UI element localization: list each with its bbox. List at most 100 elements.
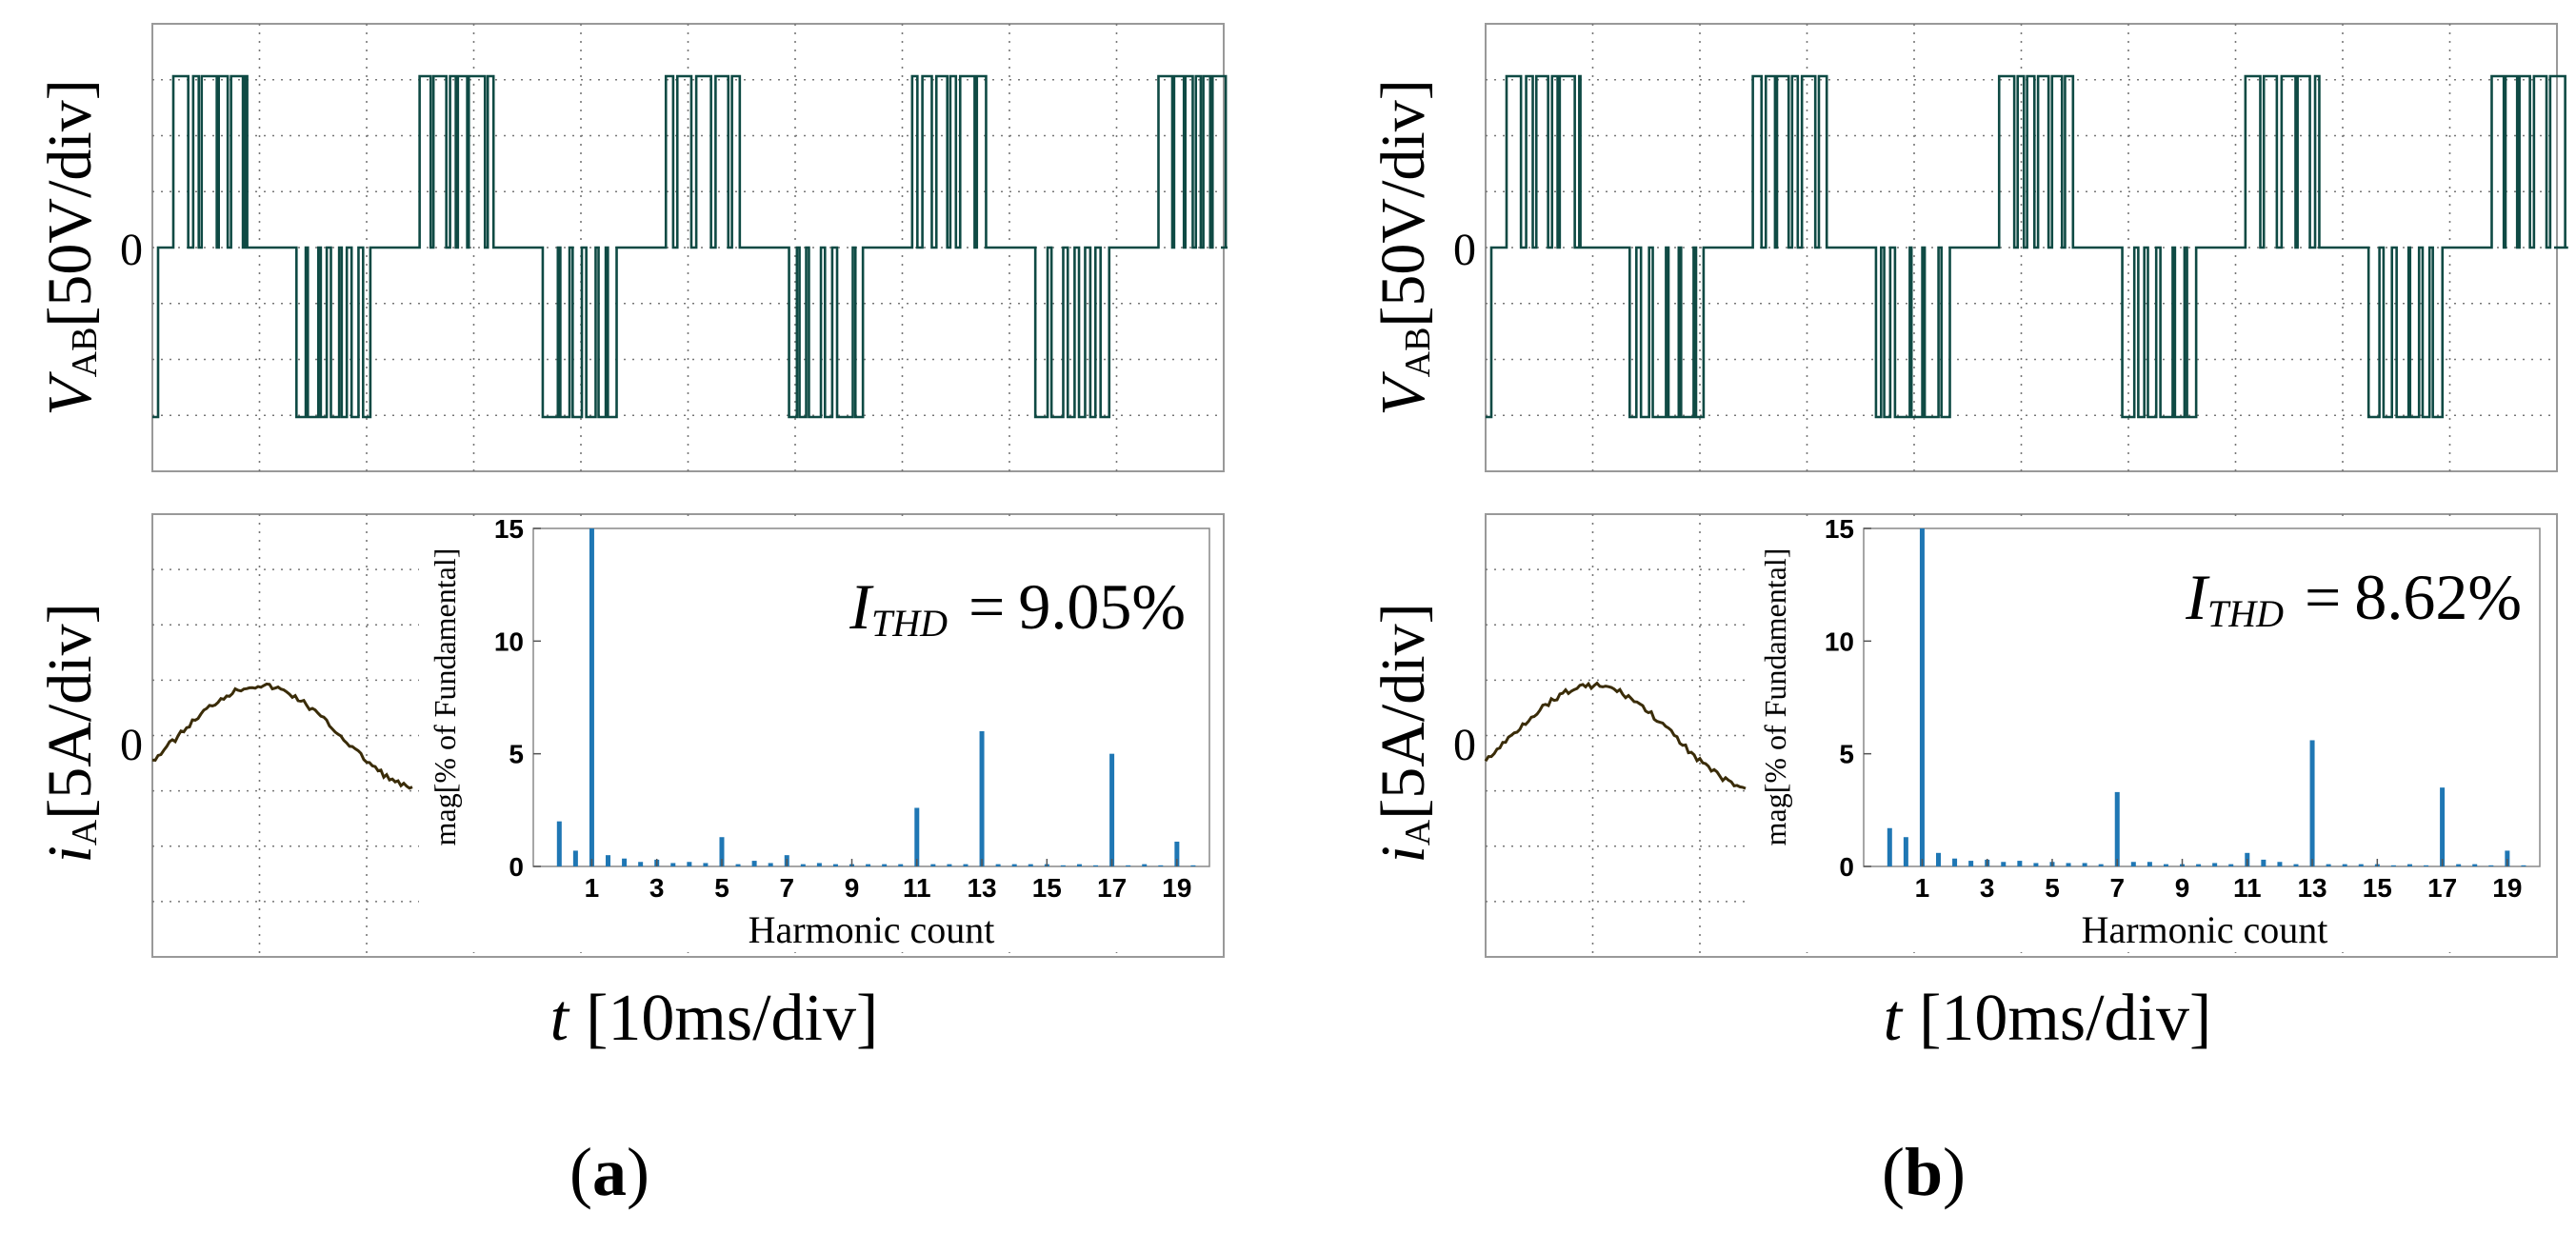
spectrum-bar-a: [572, 850, 578, 866]
panel-letter-a: a: [592, 1134, 627, 1210]
panel-letter-b: b: [1905, 1134, 1943, 1210]
thd-symbol-b: I: [2185, 561, 2210, 633]
spectrum-bar-a: [1011, 864, 1017, 866]
spectrum-bar-a: [1060, 865, 1066, 866]
spectrum-xtick-label-b: 1: [1915, 873, 1930, 903]
spectrum-bar-b: [1919, 528, 1925, 866]
spectrum-bar-a: [1109, 753, 1115, 866]
voltage-symbol-b: V: [1368, 371, 1438, 416]
voltage-scale-a: [50V/div]: [35, 79, 105, 327]
spectrum-bar-a: [1158, 865, 1164, 866]
spectrum-bar-a: [882, 864, 888, 866]
spectrum-bar-a: [1142, 864, 1148, 866]
spectrum-bar-b: [2326, 864, 2331, 866]
time-scale-b: [10ms/div]: [1919, 982, 2211, 1055]
spectrum-xtick-label-b: 11: [2233, 873, 2262, 903]
current-subscript-a: A: [65, 819, 105, 845]
spectrum-xtick-label-b: 3: [1980, 873, 1995, 903]
spectrum-bar-b: [2521, 865, 2526, 866]
panel-open-paren-b: (: [1882, 1134, 1905, 1210]
current-zero-b: 0: [1453, 720, 1476, 770]
panel-label-a: (a): [569, 1134, 649, 1210]
spectrum-ytick-label-a: 0: [509, 852, 524, 882]
thd-symbol-a: I: [849, 570, 874, 643]
voltage-zero-b: 0: [1453, 225, 1476, 275]
current-symbol-b: i: [1368, 845, 1438, 863]
panel-label-b: (b): [1882, 1134, 1966, 1210]
thd-value-b: 8.62%: [2354, 561, 2522, 633]
current-scale-a: [5A/div]: [35, 603, 105, 819]
spectrum-xtick-label-a: 19: [1162, 873, 1191, 903]
spectrum-xlabel-b: Harmonic count: [2082, 908, 2328, 951]
spectrum-bar-b: [2017, 861, 2023, 866]
spectrum-xtick-label-b: 15: [2363, 873, 2392, 903]
spectrum-xtick-label-a: 1: [585, 873, 600, 903]
spectrum-bar-a: [556, 821, 562, 866]
spectrum-ylabel-a: mag[% of Fundamental]: [428, 548, 462, 846]
spectrum-bar-b: [2440, 787, 2446, 866]
spectrum-xtick-label-b: 9: [2175, 873, 2190, 903]
current-scale-b: [5A/div]: [1368, 603, 1438, 819]
spectrum-bar-a: [832, 864, 838, 866]
spectrum-bar-a: [622, 858, 628, 866]
thd-equals-b: =: [2305, 561, 2341, 633]
spectrum-bar-a: [606, 855, 611, 866]
spectrum-bar-a: [687, 862, 692, 866]
spectrum-xtick-label-a: 17: [1097, 873, 1127, 903]
spectrum-xticks-a: 1 3 5 7 9 11 13 15 17 19: [585, 859, 1191, 903]
current-trace-a: [151, 682, 413, 790]
spectrum-bar-b: [2309, 740, 2315, 866]
spectrum-bar-a: [979, 731, 985, 866]
spectrum-bar-b: [2390, 865, 2396, 866]
spectrum-bar-b: [2196, 864, 2202, 866]
spectrum-ytick-label-b: 15: [1825, 514, 1854, 544]
current-subscript-b: A: [1398, 819, 1438, 845]
spectrum-bar-b: [2424, 865, 2429, 866]
spectrum-xtick-label-b: 13: [2297, 873, 2326, 903]
spectrum-bar-b: [2228, 864, 2234, 866]
spectrum-bar-b: [2261, 859, 2266, 866]
spectrum-bar-a: [1028, 864, 1033, 866]
spectrum-yticks-a: 0 5 10 15: [494, 514, 541, 882]
spectrum-bar-a: [866, 864, 871, 866]
spectrum-bar-a: [963, 864, 968, 866]
spectrum-bar-a: [914, 807, 920, 866]
spectrum-bar-b: [2488, 865, 2494, 866]
spectrum-bar-b: [2082, 863, 2087, 866]
spectrum-xtick-label-a: 7: [779, 873, 794, 903]
panel-open-paren-a: (: [569, 1134, 592, 1210]
panel-close-paren-b: ): [1943, 1134, 1966, 1210]
spectrum-xtick-label-b: 17: [2427, 873, 2457, 903]
spectrum-bar-a: [1190, 865, 1196, 866]
current-zero-a: 0: [120, 720, 143, 770]
spectrum-bar-b: [2001, 862, 2007, 866]
time-scale-a: [10ms/div]: [586, 982, 878, 1055]
voltage-scope-b: [1485, 23, 2568, 472]
spectrum-bar-b: [1887, 827, 1892, 866]
spectrum-bar-a: [670, 863, 676, 866]
spectrum-bar-a: [751, 861, 757, 866]
current-trace-b: [1484, 681, 1747, 790]
spectrum-inset-b: [1750, 522, 2552, 952]
time-symbol-a: t: [550, 982, 570, 1055]
voltage-axis-label-a: VAB[50V/div]: [35, 79, 105, 415]
spectrum-xtick-label-b: 19: [2492, 873, 2522, 903]
voltage-subscript-a: AB: [65, 328, 105, 378]
spectrum-bar-b: [2212, 863, 2218, 866]
time-axis-label-b: t [10ms/div]: [1884, 982, 2212, 1055]
spectrum-bar-b: [1936, 852, 1942, 866]
spectrum-yticks-b: 0 5 10 15: [1825, 514, 1871, 882]
thd-subscript-b: THD: [2207, 592, 2284, 635]
voltage-symbol-a: V: [35, 371, 105, 416]
spectrum-xtick-label-b: 7: [2109, 873, 2125, 903]
spectrum-bar-b: [2358, 864, 2364, 866]
spectrum-bar-b: [1903, 837, 1908, 866]
voltage-scale-b: [50V/div]: [1368, 79, 1438, 327]
spectrum-bar-a: [719, 837, 725, 866]
spectrum-ylabel-b: mag[% of Fundamental]: [1758, 548, 1792, 846]
spectrum-bar-b: [2406, 864, 2412, 866]
spectrum-bar-a: [768, 863, 773, 866]
